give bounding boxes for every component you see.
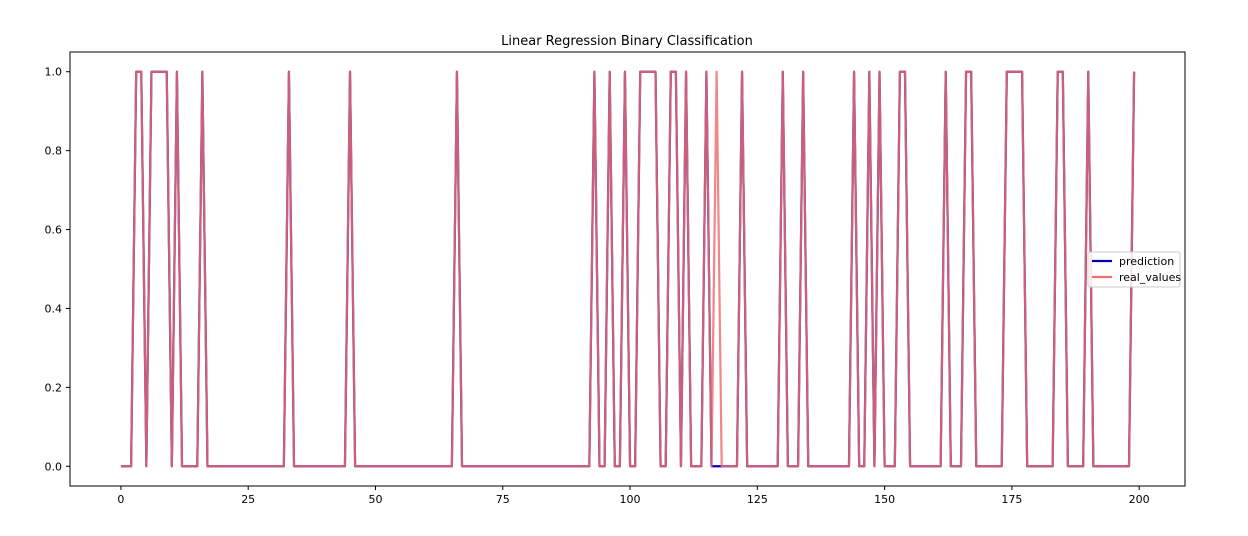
x-tick-label: 0 xyxy=(117,493,124,506)
y-tick-label: 0.2 xyxy=(45,381,63,394)
plot-frame xyxy=(69,51,1186,487)
series-line-real-values xyxy=(120,70,1136,468)
y-tick-label: 0.4 xyxy=(45,302,63,315)
x-tick-label: 150 xyxy=(874,493,895,506)
axes: 0 25 50 75 100 125 150 175 200 0.0 0.2 0.4 0.6 0.8 1.0 xyxy=(45,66,1150,506)
y-tick-label: 0.8 xyxy=(45,145,63,158)
y-tick-label: 0.0 xyxy=(45,460,63,473)
x-tick-label: 50 xyxy=(368,493,382,506)
legend: prediction real_values xyxy=(1087,251,1181,288)
chart-title: Linear Regression Binary Classification xyxy=(501,34,753,49)
x-tick-label: 175 xyxy=(1001,493,1022,506)
x-tick-label: 100 xyxy=(620,493,641,506)
legend-label-prediction: prediction xyxy=(1119,255,1174,268)
x-tick-label: 25 xyxy=(241,493,255,506)
x-tick-label: 75 xyxy=(496,493,510,506)
plot-area xyxy=(120,70,1136,468)
legend-label-real-values: real_values xyxy=(1119,271,1181,284)
y-tick-label: 0.6 xyxy=(45,224,63,237)
x-tick-label: 200 xyxy=(1129,493,1150,506)
y-tick-label: 1.0 xyxy=(45,66,63,79)
x-tick-label: 125 xyxy=(747,493,768,506)
